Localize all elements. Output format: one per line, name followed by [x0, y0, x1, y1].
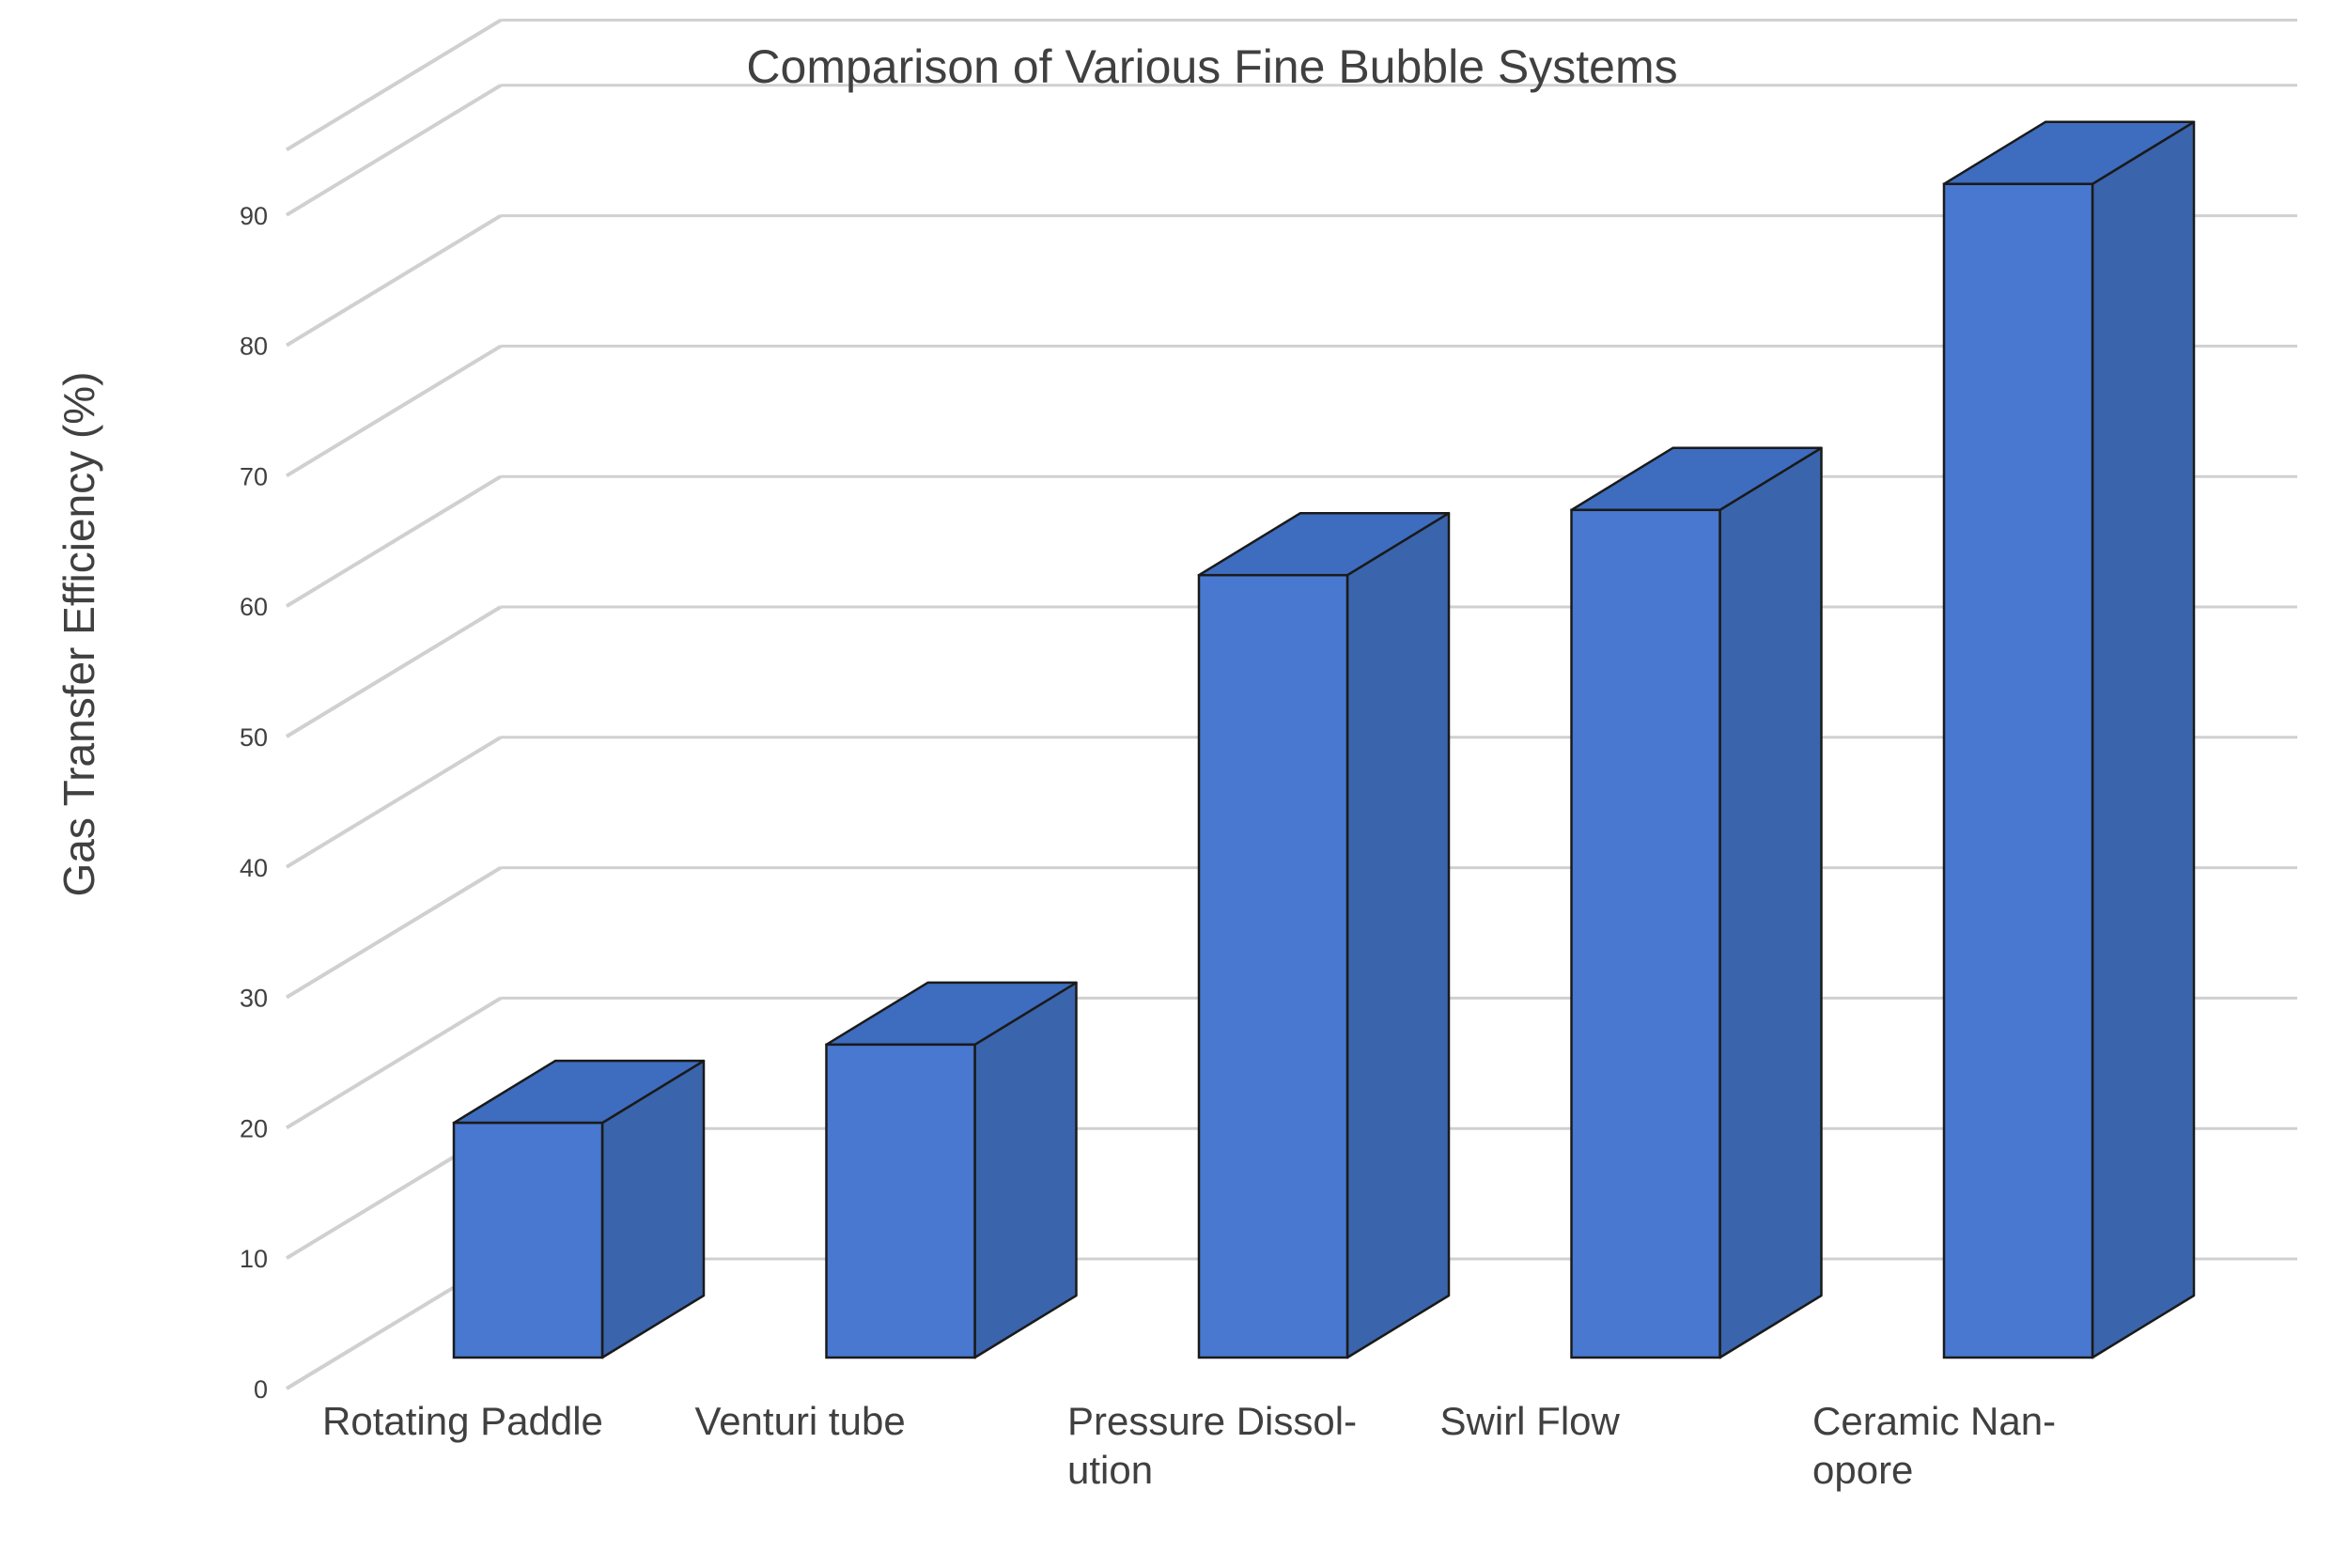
y-tick-label: 40 [240, 854, 268, 882]
x-tick-label-line: Ceramic Nan- [1812, 1399, 2056, 1443]
bar-side-face [2091, 120, 2196, 1359]
x-tick-label: Swirl Flow [1440, 1399, 1621, 1443]
bar-front-face [825, 1043, 976, 1359]
bar-side-face [1718, 446, 1823, 1359]
label-layer: Comparison of Various Fine Bubble System… [54, 40, 2056, 1492]
x-tick-label-line: Swirl Flow [1440, 1399, 1621, 1443]
gridline-side-20 [285, 996, 503, 1130]
gridline-side-60 [285, 474, 503, 608]
bar-front-face [452, 1121, 604, 1359]
chart-title: Comparison of Various Fine Bubble System… [746, 40, 1677, 93]
y-tick-label: 20 [240, 1114, 268, 1142]
bar [1570, 446, 1823, 1359]
x-tick-label-line: Rotating Paddle [322, 1399, 603, 1443]
bar-front-face [1570, 508, 1721, 1359]
bar [825, 981, 1078, 1359]
bar-side-face [973, 981, 1078, 1359]
x-tick-label-line: Venturi tube [695, 1399, 906, 1443]
x-tick-label: Venturi tube [695, 1399, 906, 1443]
y-tick-label: 80 [240, 333, 268, 361]
y-tick-label: 10 [240, 1245, 268, 1273]
y-tick-label: 30 [240, 985, 268, 1013]
gridline-side-70 [285, 344, 503, 478]
y-tick-label: 50 [240, 723, 268, 752]
y-tick-label: 70 [240, 462, 268, 490]
bar-side-face [1345, 511, 1451, 1359]
bar [1197, 511, 1451, 1359]
gridline-side-90 [285, 84, 503, 217]
bar-layer [452, 120, 2196, 1359]
y-axis-label: Gas Transfer Efficiency (%) [54, 372, 103, 897]
x-tick-label: Ceramic Nan-opore [1812, 1399, 2056, 1492]
y-tick-label: 90 [240, 202, 268, 230]
gridline-side-40 [285, 736, 503, 869]
x-tick-label-line: ution [1067, 1448, 1153, 1492]
gridline-side-30 [285, 865, 503, 1000]
x-tick-label-line: opore [1812, 1448, 1913, 1492]
gridline-side-top [285, 18, 503, 152]
bar [1942, 120, 2196, 1359]
x-tick-label: Rotating Paddle [322, 1399, 603, 1443]
y-tick-label: 0 [254, 1375, 268, 1404]
bar-front-face [1942, 182, 2094, 1359]
x-tick-label-line: Pressure Dissol- [1067, 1399, 1357, 1443]
bar-front-face [1197, 573, 1349, 1359]
gridline-side-80 [285, 213, 503, 348]
gridline-side-50 [285, 605, 503, 738]
bar [452, 1059, 706, 1359]
x-tick-label: Pressure Dissol-ution [1067, 1399, 1357, 1492]
y-tick-label: 60 [240, 593, 268, 621]
